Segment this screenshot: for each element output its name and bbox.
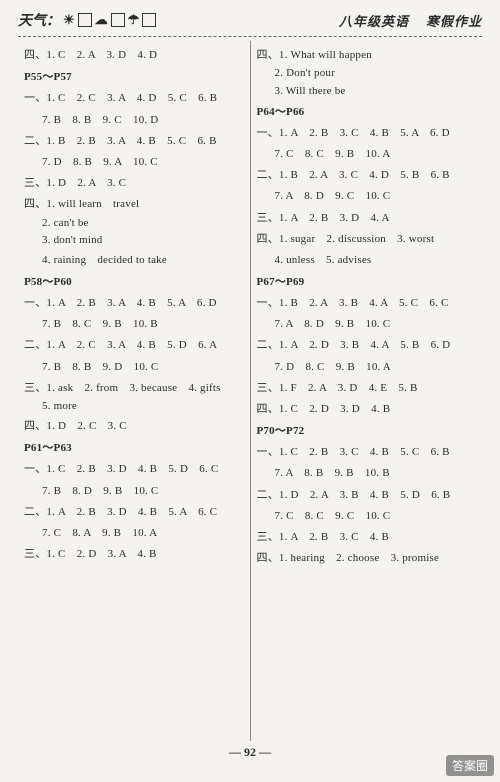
page-number: — 92 — (18, 745, 482, 760)
answer-line: P55～P57 (24, 68, 244, 84)
answer-line: 三、1. ask 2. from 3. because 4. gifts (24, 379, 244, 395)
answer-line: 2. Don't pour (257, 67, 477, 79)
answer-line: 二、1. B 2. B 3. A 4. B 5. C 6. B (24, 132, 244, 148)
content-columns: 四、1. C 2. A 3. D 4. D P55～P57 一、1. C 2. C … (18, 41, 482, 741)
answer-line: 四、1. sugar 2. discussion 3. worst (257, 230, 477, 246)
answer-line: 二、1. A 2. D 3. B 4. A 5. B 6. D (257, 336, 477, 352)
answer-line: 二、1. A 2. C 3. A 4. B 5. D 6. A (24, 336, 244, 352)
answer-line: 5. more (24, 400, 244, 412)
cloud-icon: ☁ (95, 12, 108, 28)
answer-line: 7. A 8. D 9. C 10. C (257, 187, 477, 203)
answer-line: 7. C 8. C 9. B 10. A (257, 145, 477, 161)
answer-line: 一、1. B 2. A 3. B 4. A 5. C 6. C (257, 294, 477, 310)
answer-line: 7. C 8. C 9. C 10. C (257, 507, 477, 523)
answer-line: P64～P66 (257, 103, 477, 119)
answer-line: 一、1. C 2. B 3. D 4. B 5. D 6. C (24, 460, 244, 476)
grade-label: 八年级英语 (339, 14, 409, 29)
answer-line: 四、1. will learn travel (24, 195, 244, 211)
answer-line: 3. Will there be (257, 85, 477, 97)
answer-line: 7. B 8. B 9. D 10. C (24, 358, 244, 374)
answer-line: 3. don't mind (24, 234, 244, 246)
answer-line: 4. raining decided to take (24, 251, 244, 267)
answer-line: 四、1. What will happen (257, 46, 477, 62)
background-stamp: ⌇ (0, 149, 5, 176)
answer-line: 7. D 8. C 9. B 10. A (257, 358, 477, 374)
answer-line: 7. B 8. D 9. B 10. C (24, 482, 244, 498)
answer-line: 7. B 8. B 9. C 10. D (24, 111, 244, 127)
answer-line: 一、1. A 2. B 3. A 4. B 5. A 6. D (24, 294, 244, 310)
answer-line: P58～P60 (24, 273, 244, 289)
answer-line: P70～P72 (257, 422, 477, 438)
answer-line: P61～P63 (24, 439, 244, 455)
watermark-badge: 答案圈 (446, 755, 494, 776)
answer-line: 四、1. C 2. A 3. D 4. D (24, 46, 244, 62)
sun-icon: ☀ (63, 12, 75, 28)
weather-label: 天气： (18, 10, 60, 30)
answer-line: 四、1. hearing 2. choose 3. promise (257, 549, 477, 565)
weather-section: 天气： ☀ ☁ ☂ (18, 10, 156, 30)
answer-line: 三、1. A 2. B 3. D 4. A (257, 209, 477, 225)
left-column: 四、1. C 2. A 3. D 4. D P55～P57 一、1. C 2. C … (18, 41, 251, 741)
book-label: 寒假作业 (426, 14, 482, 29)
answer-line: 四、1. C 2. D 3. D 4. B (257, 400, 477, 416)
weather-box-3 (142, 13, 156, 27)
answer-line: 一、1. A 2. B 3. C 4. B 5. A 6. D (257, 124, 477, 140)
answer-line: 7. A 8. D 9. B 10. C (257, 315, 477, 331)
answer-line: 二、1. B 2. A 3. C 4. D 5. B 6. B (257, 166, 477, 182)
answer-line: 四、1. D 2. C 3. C (24, 417, 244, 433)
header-title: 八年级英语 寒假作业 (339, 11, 482, 30)
answer-line: 一、1. C 2. B 3. C 4. B 5. C 6. B (257, 443, 477, 459)
answer-line: 三、1. C 2. D 3. A 4. B (24, 545, 244, 561)
weather-box-2 (111, 13, 125, 27)
answer-line: P67～P69 (257, 273, 477, 289)
answer-line: 二、1. A 2. B 3. D 4. B 5. A 6. C (24, 503, 244, 519)
answer-line: 2. can't be (24, 217, 244, 229)
page-header: 天气： ☀ ☁ ☂ 八年级英语 寒假作业 (18, 10, 482, 30)
answer-line: 7. C 8. A 9. B 10. A (24, 524, 244, 540)
answer-line: 三、1. D 2. A 3. C (24, 174, 244, 190)
answer-line: 4. unless 5. advises (257, 251, 477, 267)
answer-line: 二、1. D 2. A 3. B 4. B 5. D 6. B (257, 486, 477, 502)
answer-line: 三、1. F 2. A 3. D 4. E 5. B (257, 379, 477, 395)
header-divider (18, 36, 482, 37)
right-column: 四、1. What will happen 2. Don't pour 3. Wil… (251, 41, 483, 741)
rain-icon: ☂ (128, 12, 140, 28)
answer-line: 7. B 8. C 9. B 10. B (24, 315, 244, 331)
answer-line: 7. D 8. B 9. A 10. C (24, 153, 244, 169)
answer-line: 一、1. C 2. C 3. A 4. D 5. C 6. B (24, 89, 244, 105)
weather-box-1 (78, 13, 92, 27)
answer-line: 三、1. A 2. B 3. C 4. B (257, 528, 477, 544)
answer-line: 7. A 8. B 9. B 10. B (257, 464, 477, 480)
